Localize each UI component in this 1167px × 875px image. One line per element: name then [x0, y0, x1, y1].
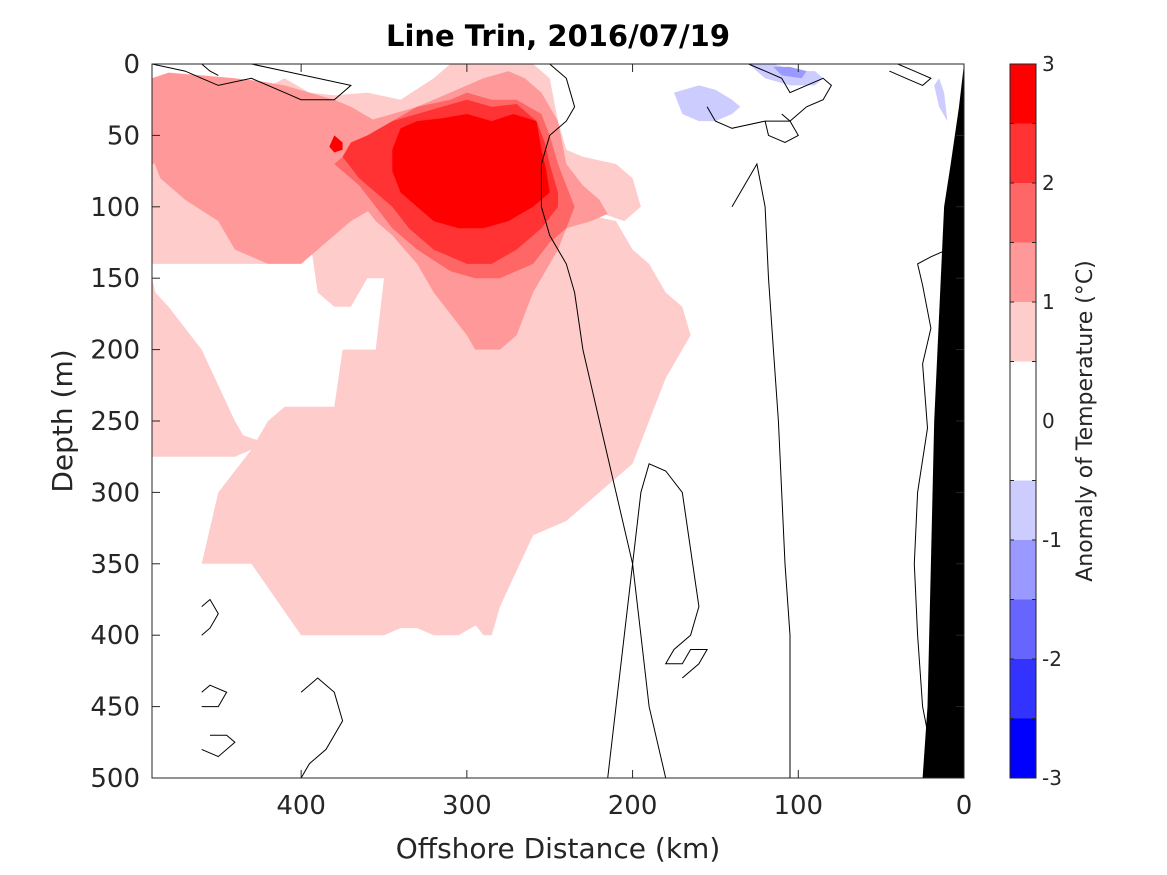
colorbar: 3 2 1 0 -1 -2 -3 [1009, 52, 1062, 790]
contour-line-12 [300, 677, 344, 778]
colorbar-segment-2 [1010, 183, 1036, 243]
y-tick-label-400: 400 [90, 621, 140, 651]
land-mask-polygon [922, 64, 964, 778]
contour-line-1 [201, 64, 219, 76]
x-axis: 400 300 200 100 0 [276, 64, 972, 821]
filled-contours [152, 64, 948, 636]
colorbar-tick-label-2: 2 [1042, 171, 1055, 195]
colorbar-segment-5 [1010, 361, 1036, 481]
colorbar-segment-0 [1010, 64, 1036, 124]
contour-line-10 [201, 684, 228, 708]
y-tick-label-450: 450 [90, 693, 140, 723]
x-tick-label-200: 200 [608, 791, 658, 821]
colorbar-tick-label--3: -3 [1042, 766, 1062, 790]
contour-line-0 [152, 64, 352, 101]
contour-fill-1 [152, 206, 691, 636]
land-mask [922, 64, 964, 778]
colorbar-tick-label--2: -2 [1042, 647, 1062, 671]
colorbar-segment-6 [1010, 480, 1036, 540]
y-tick-label-350: 350 [90, 550, 140, 580]
x-axis-label: Offshore Distance (km) [396, 832, 721, 865]
y-tick-label-250: 250 [90, 407, 140, 437]
colorbar-segment-4 [1010, 302, 1036, 362]
y-tick-label-0: 0 [123, 50, 140, 80]
y-axis-label: Depth (m) [46, 349, 79, 492]
colorbar-segment-3 [1010, 242, 1036, 302]
x-tick-label-400: 400 [276, 791, 326, 821]
y-axis: 0 50 100 150 200 250 300 350 400 450 500 [90, 50, 964, 794]
colorbar-segment-7 [1010, 540, 1036, 600]
contour-line-5 [889, 64, 932, 86]
contour-fill-10 [814, 349, 848, 521]
y-tick-label-150: 150 [90, 264, 140, 294]
chart-title: Line Trin, 2016/07/19 [386, 19, 730, 53]
colorbar-label: Anomaly of Temperature (°C) [1073, 260, 1098, 582]
contour-line-11 [201, 734, 236, 758]
y-tick-label-50: 50 [107, 121, 140, 151]
colorbar-segment-1 [1010, 123, 1036, 183]
colorbar-frame [1009, 63, 1037, 779]
colorbar-tick-label-1: 1 [1042, 290, 1055, 314]
contour-fill-9 [558, 64, 948, 193]
colorbar-tick-label-0: 0 [1042, 409, 1055, 433]
contour-fill-4 [152, 72, 426, 264]
y-tick-label-300: 300 [90, 478, 140, 508]
contour-fill-8 [329, 135, 343, 153]
colorbar-tick-label--1: -1 [1042, 528, 1062, 552]
colorbar-tick-label-3: 3 [1042, 52, 1055, 76]
contour-line-2 [540, 64, 667, 778]
y-tick-label-200: 200 [90, 336, 140, 366]
contour-line-4 [764, 113, 799, 144]
x-tick-label-100: 100 [773, 791, 823, 821]
colorbar-segment-10 [1010, 718, 1036, 778]
contour-line-6 [913, 249, 948, 778]
contour-line-3 [706, 64, 833, 129]
contour-fill-7 [392, 114, 550, 229]
contour-line-7 [731, 162, 791, 778]
contour-fill-14 [934, 78, 948, 122]
x-tick-label-300: 300 [442, 791, 492, 821]
y-tick-label-100: 100 [90, 193, 140, 223]
contour-fill-11 [674, 85, 741, 122]
colorbar-segment-8 [1010, 599, 1036, 659]
contour-line-9 [201, 598, 219, 636]
y-tick-label-500: 500 [90, 764, 140, 794]
contour-lines [152, 64, 948, 778]
contour-line-8 [607, 463, 708, 778]
colorbar-segment-9 [1010, 659, 1036, 719]
x-tick-label-0: 0 [956, 791, 973, 821]
